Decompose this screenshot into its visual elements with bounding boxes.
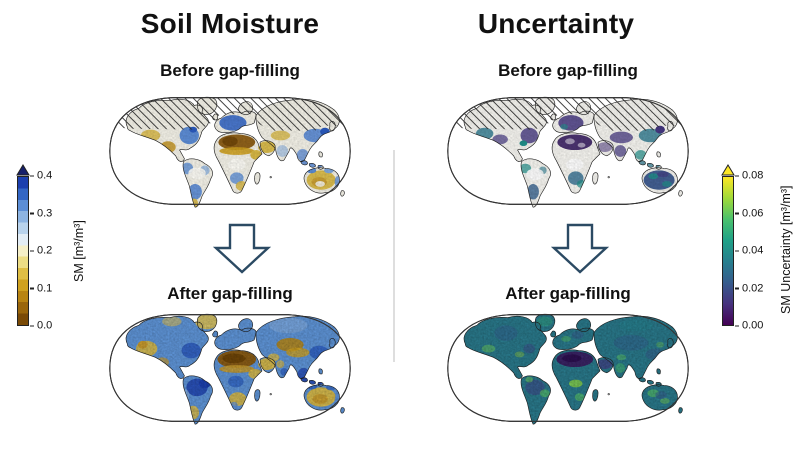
down-arrow-icon [212,223,272,274]
tick: 0.02 [735,283,763,294]
tick: 0.0 [30,320,52,332]
tick: 0.2 [30,245,52,257]
map-uncertainty-after [447,304,689,432]
down-arrow-icon [550,223,610,274]
colorbar-over-arrow-icon [16,164,30,176]
colorbar-uncertainty: 0.08 0.06 0.04 0.02 0.00 SM Uncertainty [m³/… [721,164,800,354]
tick: 0.3 [30,208,52,219]
colorbar-sm-label: SM [m³/m³] [72,220,86,282]
transform-arrow-left [212,223,272,275]
map-uncertainty-before [447,87,689,215]
colorbar-sm-ticks: 0.4 0.3 0.2 0.1 0.0 [30,170,72,331]
tick: 0.00 [735,320,763,332]
tick: 0.08 [735,170,763,182]
subtitle-sm-after: After gap-filling [167,284,293,303]
subtitle-sm-before: Before gap-filling [160,61,300,80]
colorbar-unc-label: SM Uncertainty [m³/m³] [779,185,793,315]
column-title-uncertainty: Uncertainty [477,8,635,39]
subtitle-unc-before: Before gap-filling [498,61,638,80]
colorbar-over-arrow-icon [721,164,735,176]
column-title-soil-moisture: Soil Moisture [140,8,320,39]
tick: 0.1 [30,283,52,294]
tick: 0.4 [30,170,52,182]
tick: 0.04 [735,245,763,257]
map-soil-moisture-after [109,304,351,432]
colorbar-unc-gradient [722,176,734,326]
transform-arrow-right [550,223,610,275]
column-divider [393,150,395,362]
column-soil-moisture: Soil Moisture Before gap-filling [104,0,356,450]
subtitle-unc-after: After gap-filling [505,284,631,303]
colorbar-sm-gradient [17,176,29,326]
map-soil-moisture-before [109,87,351,215]
colorbar-soil-moisture: 0.4 0.3 0.2 0.1 0.0 SM [m³/m³] [16,164,97,354]
tick: 0.06 [735,208,763,219]
colorbar-unc-ticks: 0.08 0.06 0.04 0.02 0.00 [735,170,777,331]
column-uncertainty: Uncertainty Before gap-filling [442,0,694,450]
